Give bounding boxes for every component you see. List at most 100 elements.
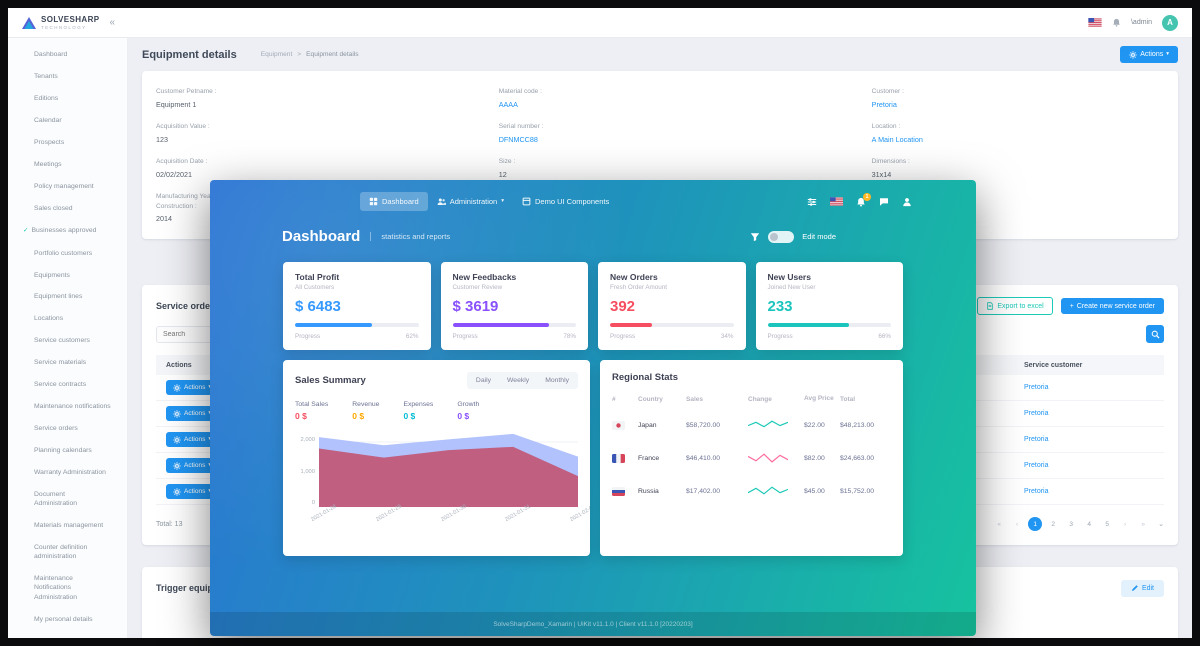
sidebar-item-editions[interactable]: Editions — [34, 95, 59, 103]
nav-tab-demo-ui-components[interactable]: Demo UI Components — [513, 192, 618, 211]
language-flag-icon[interactable] — [1088, 18, 1102, 27]
regional-stats-panel: Regional Stats # Country Sales Change Av… — [600, 360, 903, 556]
sidebar-item-locations[interactable]: Locations — [34, 315, 64, 323]
sidebar-collapse-icon[interactable]: « — [109, 16, 116, 28]
edit-button[interactable]: Edit — [1120, 579, 1164, 597]
sidebar-item-maintenance-notifications[interactable]: Maintenance notifications — [34, 403, 111, 411]
sidebar-item-counter-definition-administration[interactable]: Counter definition administration — [34, 544, 88, 561]
pagination-last[interactable]: » — [1141, 520, 1145, 528]
stat-subtitle: Customer Review — [452, 284, 503, 291]
row-actions-button[interactable]: Actions▾ — [166, 406, 219, 422]
create-service-order-button[interactable]: + Create new service order — [1060, 298, 1164, 315]
pagination-page-5[interactable]: 5 — [1105, 520, 1109, 528]
sidebar-item-prospects[interactable]: Prospects — [34, 139, 65, 147]
sidebar-item-calendar[interactable]: Calendar — [34, 117, 62, 125]
top-bar: SOLVESHARP TECHNOLOGY « \admin A — [8, 8, 1192, 38]
dashboard-panels: Sales Summary Daily Weekly Monthly Total… — [210, 350, 976, 556]
service-customer-link[interactable]: Pretoria — [1024, 384, 1049, 392]
field-value-link[interactable]: Pretoria — [871, 99, 897, 109]
pagination: « ‹ 1 2 3 4 5 › » ⌄ — [992, 517, 1164, 532]
stat-title: Total Profit — [295, 272, 340, 282]
sidebar-item-policy-management[interactable]: Policy management — [34, 183, 94, 191]
sidebar-item-sales-closed[interactable]: Sales closed — [34, 205, 73, 213]
detail-field: Location : A Main Location — [872, 122, 1164, 144]
pagination-page-1[interactable]: 1 — [1028, 517, 1043, 532]
nav-tab-dashboard[interactable]: Dashboard — [360, 192, 428, 211]
app-subtitle: TECHNOLOGY — [41, 25, 87, 30]
pagination-page-4[interactable]: 4 — [1087, 520, 1091, 528]
current-user-label[interactable]: \admin — [1130, 19, 1152, 26]
export-label: Export to excel — [997, 302, 1044, 310]
quick-settings-icon[interactable] — [807, 197, 817, 207]
grid-icon — [369, 197, 378, 206]
stat-label: Revenue — [352, 401, 380, 408]
column-header-service-customer[interactable]: Service customer — [1024, 361, 1083, 369]
filter-funnel-icon[interactable] — [750, 232, 760, 242]
gear-icon — [173, 462, 181, 470]
sidebar-item-service-orders[interactable]: Service orders — [34, 425, 78, 433]
sidebar-item-businesses-approved[interactable]: ✓ Businesses approved — [8, 220, 127, 243]
sidebar-item-meetings[interactable]: Meetings — [34, 161, 62, 169]
stat-value: 233 — [767, 298, 793, 315]
sidebar-item-my-personal-details[interactable]: My personal details — [34, 615, 93, 623]
user-icon[interactable] — [902, 197, 912, 207]
row-actions-label: Actions — [184, 436, 206, 444]
field-value-link[interactable]: AAAA — [498, 99, 518, 109]
field-value-link[interactable]: DFNMCC88 — [498, 134, 538, 144]
field-value-link[interactable]: A Main Location — [871, 134, 923, 144]
sidebar-item-equipments[interactable]: Equipments — [34, 271, 70, 279]
sidebar-item-service-materials[interactable]: Service materials — [34, 359, 87, 367]
sidebar-item-equipment-lines[interactable]: Equipment lines — [34, 293, 83, 301]
sidebar-item-maintenance-notifications-administration[interactable]: Maintenance Notifications Administration — [34, 575, 78, 601]
tab-monthly[interactable]: Monthly — [545, 377, 569, 384]
service-orders-title: Service orders — [156, 301, 219, 312]
modal-page-subtitle: statistics and reports — [370, 232, 450, 241]
sidebar-item-document-administration[interactable]: Document Administration — [34, 491, 78, 508]
row-actions-button[interactable]: Actions▾ — [166, 484, 219, 500]
page-actions-button[interactable]: Actions ▾ — [1120, 46, 1178, 63]
service-customer-link[interactable]: Pretoria — [1024, 410, 1049, 418]
export-to-excel-button[interactable]: Export to excel — [977, 297, 1053, 316]
sidebar-item-materials-management[interactable]: Materials management — [34, 522, 104, 530]
row-actions-button[interactable]: Actions▾ — [166, 432, 219, 448]
service-customer-link[interactable]: Pretoria — [1024, 488, 1049, 496]
pagination-page-3[interactable]: 3 — [1069, 520, 1073, 528]
flag-japan-icon — [612, 420, 625, 430]
language-flag-icon[interactable] — [830, 197, 843, 206]
sparkline-chart — [747, 420, 789, 428]
sidebar-item-dashboard[interactable]: Dashboard — [34, 51, 68, 59]
row-actions-button[interactable]: Actions▾ — [166, 380, 219, 396]
pagination-next[interactable]: › — [1124, 520, 1127, 528]
row-actions-button[interactable]: Actions▾ — [166, 458, 219, 474]
stat-title: New Orders — [610, 272, 658, 282]
edit-mode-toggle[interactable] — [768, 230, 795, 243]
page-size-dropdown-icon[interactable]: ⌄ — [1158, 521, 1164, 529]
chevron-down-icon: ▾ — [1166, 50, 1169, 57]
pagination-first[interactable]: « — [997, 520, 1001, 528]
stat-footer-label: Progress — [295, 333, 321, 340]
notifications-bell-icon[interactable]: 1 — [856, 192, 871, 207]
sidebar-item-portfolio-customers[interactable]: Portfolio customers — [34, 249, 93, 257]
nav-tab-administration[interactable]: Administration ▾ — [428, 192, 513, 211]
brand[interactable]: SOLVESHARP TECHNOLOGY — [22, 15, 100, 30]
plus-icon: + — [1069, 302, 1074, 310]
notifications-bell-icon[interactable] — [1112, 18, 1121, 27]
avatar[interactable]: A — [1162, 14, 1178, 31]
service-customer-link[interactable]: Pretoria — [1024, 436, 1049, 444]
service-customer-link[interactable]: Pretoria — [1024, 462, 1049, 470]
column-header-actions[interactable]: Actions — [166, 361, 192, 369]
pagination-prev[interactable]: ‹ — [1016, 520, 1019, 528]
sidebar-item-service-contracts[interactable]: Service contracts — [34, 381, 87, 389]
edit-mode-label: Edit mode — [802, 232, 836, 241]
notification-badge: 1 — [863, 192, 871, 201]
sidebar-item-warranty-administration[interactable]: Warranty Administration — [34, 469, 106, 477]
search-button[interactable] — [1146, 325, 1164, 344]
chat-icon[interactable] — [879, 197, 889, 207]
breadcrumb-parent[interactable]: Equipment — [260, 51, 293, 58]
sidebar-item-service-customers[interactable]: Service customers — [34, 337, 90, 345]
tab-weekly[interactable]: Weekly — [507, 377, 530, 384]
pagination-page-2[interactable]: 2 — [1051, 520, 1055, 528]
sidebar-item-planning-calendars[interactable]: Planning calendars — [34, 447, 92, 455]
tab-daily[interactable]: Daily — [475, 377, 492, 384]
sidebar-item-tenants[interactable]: Tenants — [34, 73, 58, 81]
